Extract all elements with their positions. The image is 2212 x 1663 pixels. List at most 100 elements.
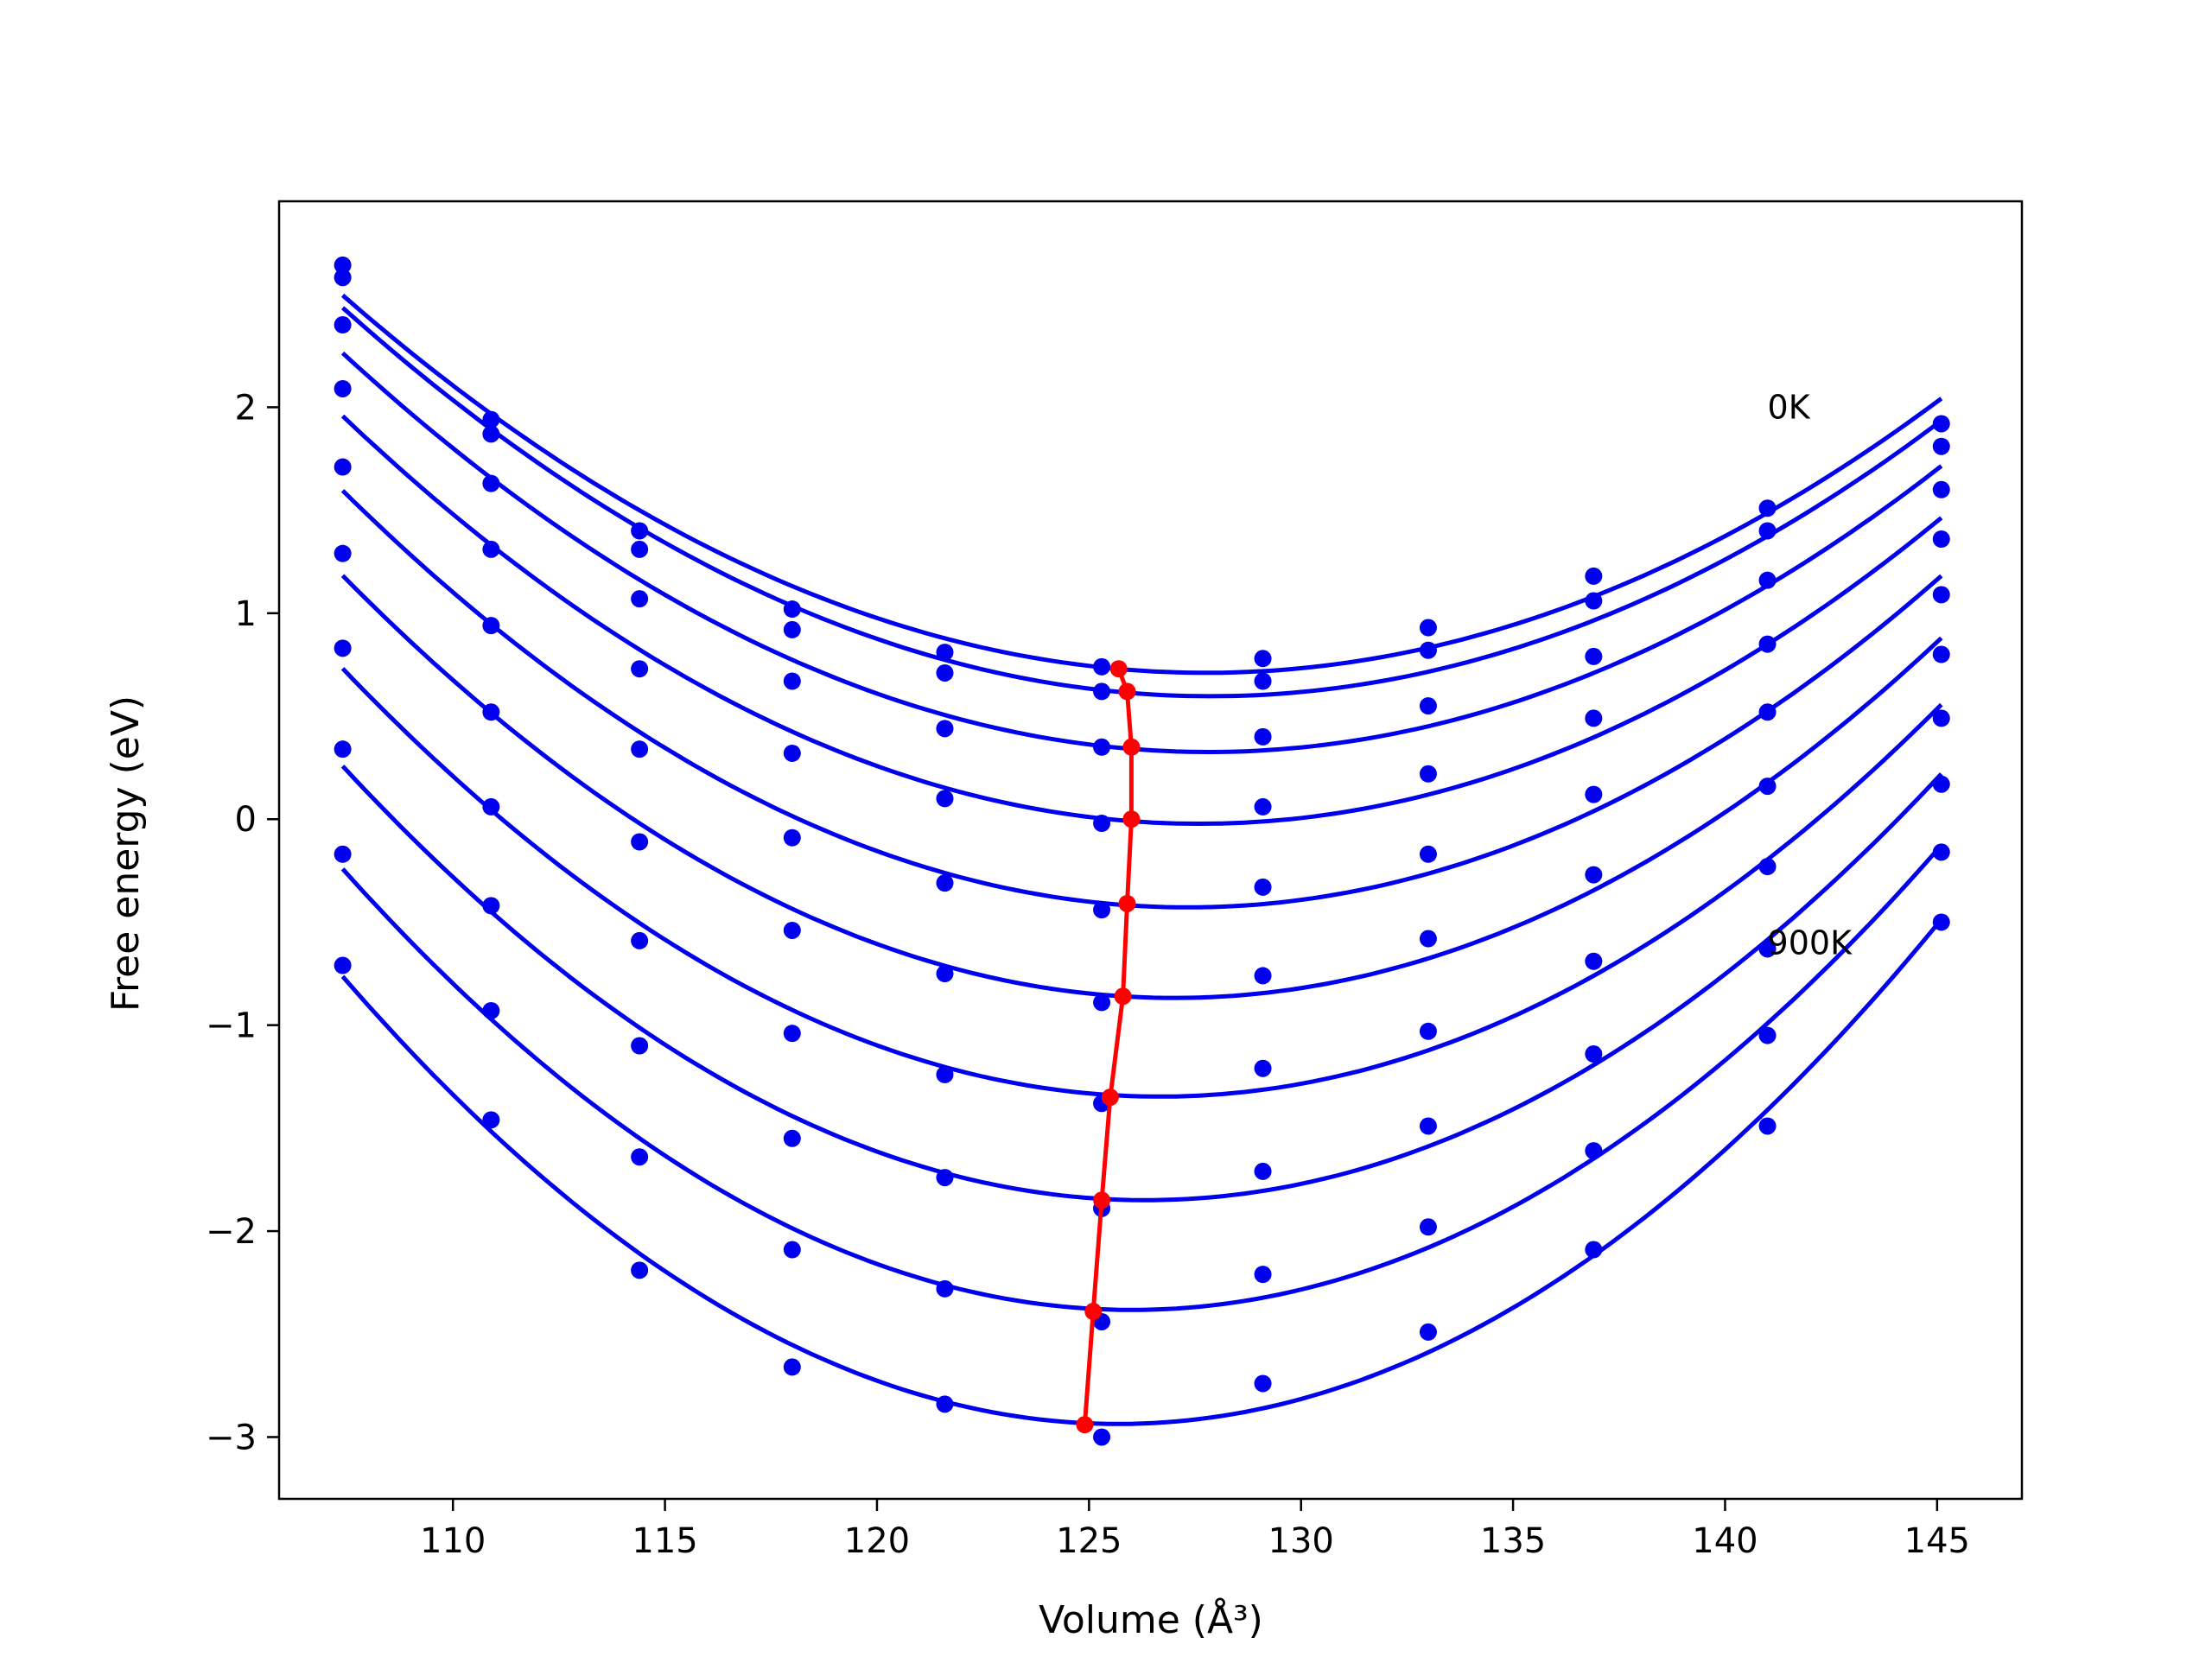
data-point-9-10	[1758, 1026, 1777, 1044]
data-point-2-6	[1093, 682, 1111, 701]
data-point-10-4	[783, 1358, 801, 1376]
data-point-7-10	[1758, 858, 1777, 876]
data-point-4-3	[631, 660, 649, 678]
data-point-2-4	[783, 620, 801, 638]
plot-area: 0K 900K	[334, 256, 1950, 1446]
fit-curve-10	[340, 917, 1943, 1426]
data-point-2-8	[1419, 641, 1437, 659]
data-point-2-5	[936, 663, 954, 682]
minimum-point-6	[1114, 987, 1132, 1006]
data-point-8-11	[1932, 775, 1950, 793]
minimum-point-5	[1118, 894, 1136, 912]
data-point-5-10	[1758, 703, 1777, 721]
data-point-10-1	[334, 956, 352, 974]
y-tick-label-1: 1	[235, 594, 257, 634]
data-point-10-11	[1932, 913, 1950, 931]
data-point-7-11	[1932, 709, 1950, 727]
data-point-5-9	[1585, 785, 1603, 803]
data-point-3-11	[1932, 480, 1950, 498]
data-point-4-7	[1254, 797, 1272, 816]
data-point-7-9	[1585, 952, 1603, 970]
data-point-3-2	[482, 474, 500, 492]
data-point-9-11	[1932, 843, 1950, 861]
data-point-7-5	[936, 1065, 954, 1083]
data-point-5-5	[936, 874, 954, 892]
data-point-2-2	[482, 425, 500, 443]
fit-curve-7	[340, 667, 1943, 1099]
data-point-4-8	[1419, 765, 1437, 783]
data-point-6-10	[1758, 778, 1777, 796]
y-tick-label-2: 2	[235, 388, 257, 428]
fit-curve-4	[340, 414, 1943, 827]
data-point-9-4	[783, 1241, 801, 1259]
data-point-2-3	[631, 540, 649, 558]
data-point-2-1	[334, 269, 352, 287]
y-tick-label--1: −1	[206, 1006, 257, 1046]
data-point-3-1	[334, 316, 352, 334]
data-point-3-9	[1585, 647, 1603, 665]
data-point-2-10	[1758, 522, 1777, 540]
minima-line	[1082, 668, 1134, 1425]
data-point-8-5	[936, 1169, 954, 1187]
data-point-10-10	[1758, 1117, 1777, 1135]
x-tick-label-125: 125	[1056, 1521, 1122, 1561]
axes-frame	[277, 200, 2024, 1501]
data-point-3-3	[631, 590, 649, 608]
data-point-3-8	[1419, 697, 1437, 715]
data-point-2-11	[1932, 437, 1950, 455]
minimum-point-1	[1109, 660, 1128, 678]
data-point-1-2	[482, 410, 500, 428]
data-point-5-6	[1093, 901, 1111, 919]
data-point-6-2	[482, 703, 500, 721]
data-point-4-5	[936, 790, 954, 808]
x-tick-label-120: 120	[844, 1521, 910, 1561]
data-point-1-5	[936, 644, 954, 662]
data-point-8-1	[334, 740, 352, 759]
minimum-point-8	[1093, 1191, 1111, 1209]
minimum-point-2	[1118, 682, 1136, 701]
data-point-9-8	[1419, 1218, 1437, 1236]
data-point-10-7	[1254, 1374, 1272, 1393]
data-point-3-4	[783, 672, 801, 690]
data-point-5-7	[1254, 878, 1272, 896]
data-point-4-4	[783, 744, 801, 762]
data-point-4-6	[1093, 815, 1111, 833]
data-point-7-8	[1419, 1022, 1437, 1040]
fit-curve-8	[340, 765, 1943, 1203]
fit-curve-3	[340, 351, 1943, 755]
data-point-8-4	[783, 1129, 801, 1147]
data-point-8-8	[1419, 1117, 1437, 1135]
data-point-10-8	[1419, 1323, 1437, 1341]
data-point-1-8	[1419, 619, 1437, 637]
annotation-1: 0K	[1768, 388, 1811, 426]
data-point-9-3	[631, 1148, 649, 1166]
data-point-5-3	[631, 740, 649, 759]
fit-curve-6	[340, 574, 1943, 1000]
data-point-6-1	[334, 544, 352, 562]
data-point-10-2	[482, 1111, 500, 1129]
data-point-2-7	[1254, 672, 1272, 690]
data-point-8-7	[1254, 1162, 1272, 1180]
data-point-1-11	[1932, 415, 1950, 433]
data-point-9-9	[1585, 1142, 1603, 1160]
data-point-7-2	[482, 797, 500, 816]
data-point-5-8	[1419, 845, 1437, 863]
data-point-3-5	[936, 720, 954, 738]
x-axis-label: Volume (Å³)	[1039, 1596, 1263, 1642]
data-point-10-9	[1585, 1241, 1603, 1259]
minimum-point-9	[1084, 1303, 1103, 1321]
data-point-6-8	[1419, 930, 1437, 948]
data-point-4-1	[334, 379, 352, 397]
y-tick-label--3: −3	[206, 1418, 257, 1457]
data-point-6-9	[1585, 866, 1603, 884]
x-tick-label-110: 110	[420, 1521, 486, 1561]
data-point-9-5	[936, 1279, 954, 1298]
data-point-1-1	[334, 256, 352, 274]
annotation-2: 900K	[1768, 924, 1853, 962]
data-point-6-3	[631, 833, 649, 851]
y-tick-label-0: 0	[235, 800, 257, 840]
data-point-1-3	[631, 522, 649, 540]
data-point-10-3	[631, 1261, 649, 1279]
